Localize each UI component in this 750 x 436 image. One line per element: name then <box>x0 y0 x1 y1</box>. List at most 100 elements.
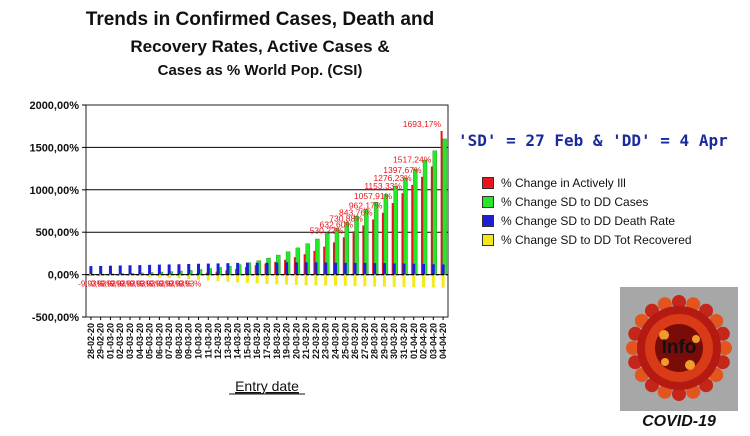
bar-3 <box>431 264 435 275</box>
date-range-note: 'SD' = 27 Feb & 'DD' = 4 Apr <box>458 131 728 150</box>
bar-1 <box>411 184 414 275</box>
bar-3 <box>226 263 230 275</box>
bar-2 <box>413 168 418 275</box>
bar-3 <box>441 264 445 275</box>
bar-4 <box>128 274 132 276</box>
bar-4 <box>314 274 318 286</box>
bar-4 <box>138 274 142 277</box>
legend-swatch <box>482 176 494 189</box>
data-label: 1397,67% <box>383 165 422 175</box>
bar-1 <box>381 212 384 275</box>
bar-3 <box>265 262 269 275</box>
x-tick-label: 02-04-20 <box>419 323 429 359</box>
bar-1 <box>430 166 433 275</box>
bar-4 <box>255 274 259 284</box>
bar-2 <box>422 159 428 275</box>
x-tick-label: 17-03-20 <box>262 323 272 359</box>
data-label: -9,93% <box>88 280 113 289</box>
bar-4 <box>118 274 122 276</box>
data-label: -9,93% <box>127 280 152 289</box>
legend-swatch <box>482 214 494 227</box>
virus-spike <box>718 341 732 355</box>
bar-3 <box>177 264 181 275</box>
data-label: 730,88% <box>329 213 363 223</box>
bar-2 <box>383 194 389 275</box>
bar-3 <box>314 262 318 275</box>
bar-4 <box>431 274 435 288</box>
x-tick-label: 16-03-20 <box>252 323 262 359</box>
chart-svg: -500,00% 0,00% 500,00% 1000,00% 1500,00% 2000… <box>29 100 449 395</box>
x-tick-label: 30-03-20 <box>389 323 399 359</box>
bar-3 <box>324 262 328 275</box>
bar-3 <box>392 263 396 275</box>
legend-item: % Change SD to DD Death Rate <box>482 211 692 230</box>
x-tick-label: 29-03-20 <box>379 323 389 359</box>
legend-swatch <box>482 233 494 246</box>
bar-4 <box>197 274 201 280</box>
covid-logo-panel: Info <box>620 287 738 411</box>
bar-2 <box>393 186 398 275</box>
bar-4 <box>304 274 308 286</box>
x-tick-label: 21-03-20 <box>301 323 311 359</box>
y-tick-label: 2000,00% <box>29 100 79 112</box>
bar-3 <box>285 262 289 275</box>
bar-4 <box>226 274 230 282</box>
bar-3 <box>108 265 112 275</box>
bar-4 <box>353 274 357 287</box>
data-label: 1693,17% <box>403 119 442 129</box>
x-tick-label: 13-03-20 <box>223 323 233 359</box>
bar-1 <box>421 176 424 275</box>
data-label: 843,76% <box>339 207 373 217</box>
bar-3 <box>343 262 347 275</box>
bar-3 <box>363 262 367 275</box>
x-tick-label: 12-03-20 <box>213 323 223 359</box>
chart-title: Trends in Confirmed Cases, Death and <box>85 9 435 30</box>
x-tick-label: 15-03-20 <box>242 323 252 359</box>
bar-4 <box>343 274 347 286</box>
bar-3 <box>206 263 210 275</box>
bar-4 <box>373 274 377 287</box>
x-tick-label: 19-03-20 <box>282 323 292 359</box>
bar-4 <box>363 274 367 287</box>
chart-subtitle: Recovery Rates, Active Cases & <box>130 37 390 56</box>
bar-4 <box>412 274 416 288</box>
bar-2 <box>442 138 447 275</box>
data-label: 1517,24% <box>393 154 432 164</box>
bar-3 <box>402 263 406 275</box>
legend-item: % Change in Actively Ill <box>482 173 692 192</box>
x-tick-label: 18-03-20 <box>272 323 282 359</box>
bar-3 <box>197 263 201 275</box>
data-label: -9,93% <box>166 280 191 289</box>
data-label: 632,60% <box>319 219 353 229</box>
bar-3 <box>148 264 152 275</box>
x-tick-label: 03-03-20 <box>125 323 135 359</box>
bar-4 <box>324 274 328 286</box>
bar-4 <box>157 274 161 278</box>
bar-3 <box>89 266 93 275</box>
x-tick-label: 31-03-20 <box>399 323 409 359</box>
bar-4 <box>89 274 93 276</box>
x-tick-label: 26-03-20 <box>350 323 360 359</box>
bar-2 <box>403 177 408 275</box>
bar-4 <box>148 274 152 277</box>
bar-4 <box>402 274 406 287</box>
virus-spike <box>672 387 686 401</box>
bar-3 <box>294 262 298 275</box>
x-tick-label: 02-03-20 <box>115 323 125 359</box>
bar-3 <box>167 264 171 275</box>
legend-item: % Change SD to DD Cases <box>482 192 692 211</box>
x-tick-label: 23-03-20 <box>321 323 331 359</box>
x-axis-label: Entry date <box>235 378 299 394</box>
y-tick-label: -500,00% <box>32 312 79 324</box>
bar-4 <box>167 274 171 278</box>
bar-3 <box>422 264 426 275</box>
bar-3 <box>412 263 416 275</box>
bar-4 <box>99 274 103 276</box>
y-tick-label: 1500,00% <box>29 142 79 154</box>
bar-4 <box>422 274 426 288</box>
bar-4 <box>236 274 240 283</box>
bar-3 <box>255 262 259 275</box>
bar-3 <box>128 265 132 275</box>
x-tick-label: 04-03-20 <box>135 323 145 359</box>
legend-label: % Change in Actively Ill <box>501 175 626 190</box>
